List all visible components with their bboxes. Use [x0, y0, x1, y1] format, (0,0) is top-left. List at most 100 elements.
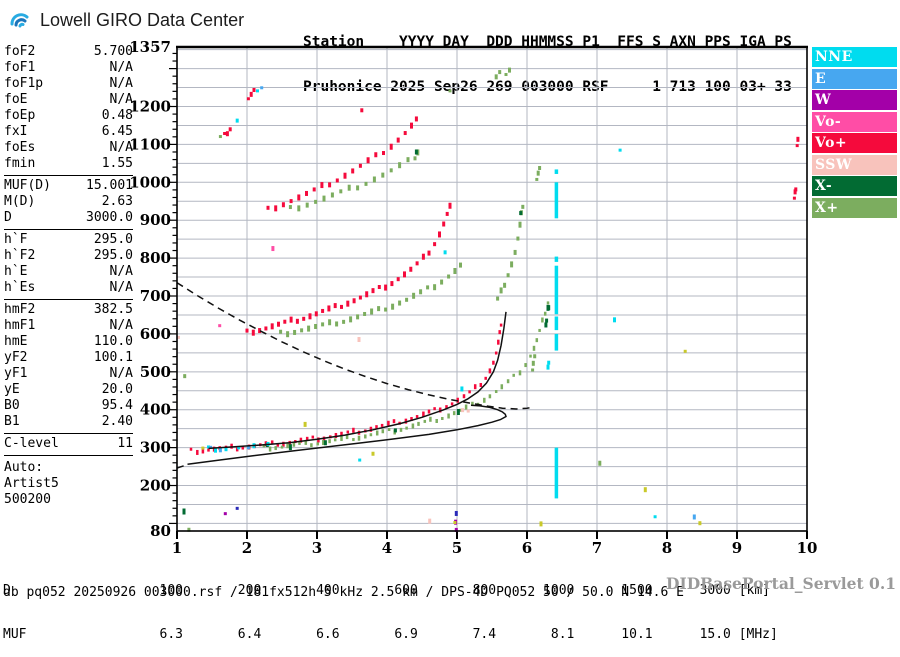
- legend-item-vo: Vo+: [812, 133, 897, 153]
- param-row-yf1: yF1 N/A: [4, 366, 133, 382]
- legend-item-ssw: SSW: [812, 154, 897, 175]
- param-row-fxi: fxI 6.45: [4, 124, 133, 140]
- param-row-foe: foE N/A: [4, 92, 133, 108]
- giro-wave-icon: [10, 13, 29, 28]
- record-status-line: db pq052 20250926 003000.rsf / 181fx512h…: [3, 585, 684, 600]
- logo-title: Lowell GIRO Data Center: [40, 9, 245, 30]
- param-label: M(D): [4, 194, 36, 209]
- didbase-portal-page: { "logo": { "text": "Lowell GIRO Data Ce…: [3, 9, 897, 642]
- param-label: foEs: [4, 140, 36, 155]
- svg-text:5: 5: [452, 539, 462, 557]
- param-value: N/A: [109, 318, 133, 333]
- param-label: yE: [4, 382, 20, 397]
- echo-color-legend: NNE E W Vo- Vo+ SSW X- X+: [812, 47, 897, 219]
- param-separator: [4, 455, 133, 456]
- param-label: D: [4, 210, 12, 225]
- d-row: D 100 200 400 600 800 1000 1500 3000 [km…: [3, 583, 771, 598]
- param-value: 11: [117, 436, 133, 451]
- svg-text:4: 4: [382, 539, 392, 557]
- plot-frame: [176, 46, 808, 532]
- param-label: hmF1: [4, 318, 36, 333]
- svg-text:1100: 1100: [129, 135, 171, 153]
- svg-text:200: 200: [140, 477, 171, 495]
- param-label: yF1: [4, 366, 28, 381]
- legend-item-x: X-: [812, 176, 897, 196]
- grid-lines: [177, 47, 807, 531]
- svg-text:1200: 1200: [129, 98, 171, 116]
- svg-text:2: 2: [242, 539, 252, 557]
- param-value: 2.63: [101, 194, 133, 209]
- param-row-hf: h`F 295.0: [4, 232, 133, 248]
- param-separator: [4, 175, 133, 176]
- param-value: N/A: [109, 366, 133, 381]
- svg-text:9: 9: [732, 539, 742, 557]
- svg-text:700: 700: [140, 287, 171, 305]
- param-label: fxI: [4, 124, 28, 139]
- param-row-hmf2: hmF2 382.5: [4, 302, 133, 318]
- param-row-yf2: yF2 100.1: [4, 350, 133, 366]
- curve-muf-transmission-curve: [176, 282, 535, 410]
- echo-trace-noise-navy-dots: [235, 506, 458, 516]
- param-label: B1: [4, 414, 20, 429]
- svg-text:7: 7: [592, 539, 602, 557]
- param-value: N/A: [109, 140, 133, 155]
- echo-trace-x-trace-1hop: [262, 301, 550, 452]
- svg-text:500: 500: [140, 363, 171, 381]
- param-label: foE: [4, 92, 28, 107]
- curve-true-height-profile: [187, 404, 507, 466]
- svg-text:8: 8: [662, 539, 672, 557]
- echo-trace-x-echoes-misc: [183, 67, 602, 532]
- param-separator: [4, 433, 133, 434]
- svg-text:800: 800: [140, 249, 171, 267]
- svg-text:400: 400: [140, 401, 171, 419]
- curve-profile-below-fmin: [176, 463, 188, 469]
- param-label: B0: [4, 398, 20, 413]
- param-row-mufd: MUF(D) 15.001: [4, 178, 133, 194]
- curve-artist-fitted-trace: [208, 311, 507, 450]
- param-label: C-level: [4, 436, 59, 451]
- ionogram-plot: 1357120011001000900800700600500400300200…: [129, 38, 817, 557]
- svg-text:300: 300: [140, 439, 171, 457]
- svg-text:1: 1: [172, 539, 182, 557]
- svg-text:1000: 1000: [129, 173, 171, 191]
- param-label: foF2: [4, 44, 36, 59]
- legend-item-w: W: [812, 90, 897, 110]
- param-value: N/A: [109, 60, 133, 75]
- autoscaling-line: Artist5: [4, 476, 59, 491]
- svg-text:1357: 1357: [129, 38, 171, 56]
- param-label: yF2: [4, 350, 28, 365]
- param-value: 2.40: [101, 414, 133, 429]
- param-row-fmin: fmin 1.55: [4, 156, 133, 172]
- echo-trace-noise-yellow-dots: [201, 349, 702, 527]
- parameter-panel: foF2 5.700 foF1 N/A foF1p N/A foE N/A foEp 0.48 fx…: [4, 44, 133, 508]
- param-label: fmin: [4, 156, 36, 171]
- param-value: 382.5: [93, 302, 133, 317]
- param-label: foF1p: [4, 76, 44, 91]
- param-value: N/A: [109, 92, 133, 107]
- param-value: 5.700: [93, 44, 133, 59]
- param-value: N/A: [109, 280, 133, 295]
- muf-row: MUF 6.3 6.4 6.6 6.9 7.4 8.1 10.1 15.0 [M…: [3, 626, 778, 642]
- param-row-foes: foEs N/A: [4, 140, 133, 156]
- echo-trace-o-trace-1hop: [189, 323, 503, 455]
- param-value: 1.55: [101, 156, 133, 171]
- param-row-clevel: C-level 11: [4, 436, 133, 452]
- param-value: N/A: [109, 76, 133, 91]
- echo-trace-ssw-echoes: [176, 335, 470, 524]
- param-value: 15.001: [86, 178, 133, 193]
- param-value: 95.4: [101, 398, 133, 413]
- legend-item-e: E: [812, 68, 897, 89]
- svg-text:6: 6: [522, 539, 532, 557]
- param-value: N/A: [109, 264, 133, 279]
- param-row-md: M(D) 2.63: [4, 194, 133, 210]
- autoscaling-info: Auto: Artist5 500200: [4, 460, 133, 508]
- legend-item-vo: Vo-: [812, 111, 897, 132]
- autoscaling-line: Auto:: [4, 460, 44, 475]
- param-row-fof2: foF2 5.700: [4, 44, 133, 60]
- autoscaling-line: 500200: [4, 492, 51, 507]
- param-value: 295.0: [93, 248, 133, 263]
- param-row-b0: B0 95.4: [4, 398, 133, 414]
- param-value: 110.0: [93, 334, 133, 349]
- svg-text:3: 3: [312, 539, 322, 557]
- param-row-hmf1: hmF1 N/A: [4, 318, 133, 334]
